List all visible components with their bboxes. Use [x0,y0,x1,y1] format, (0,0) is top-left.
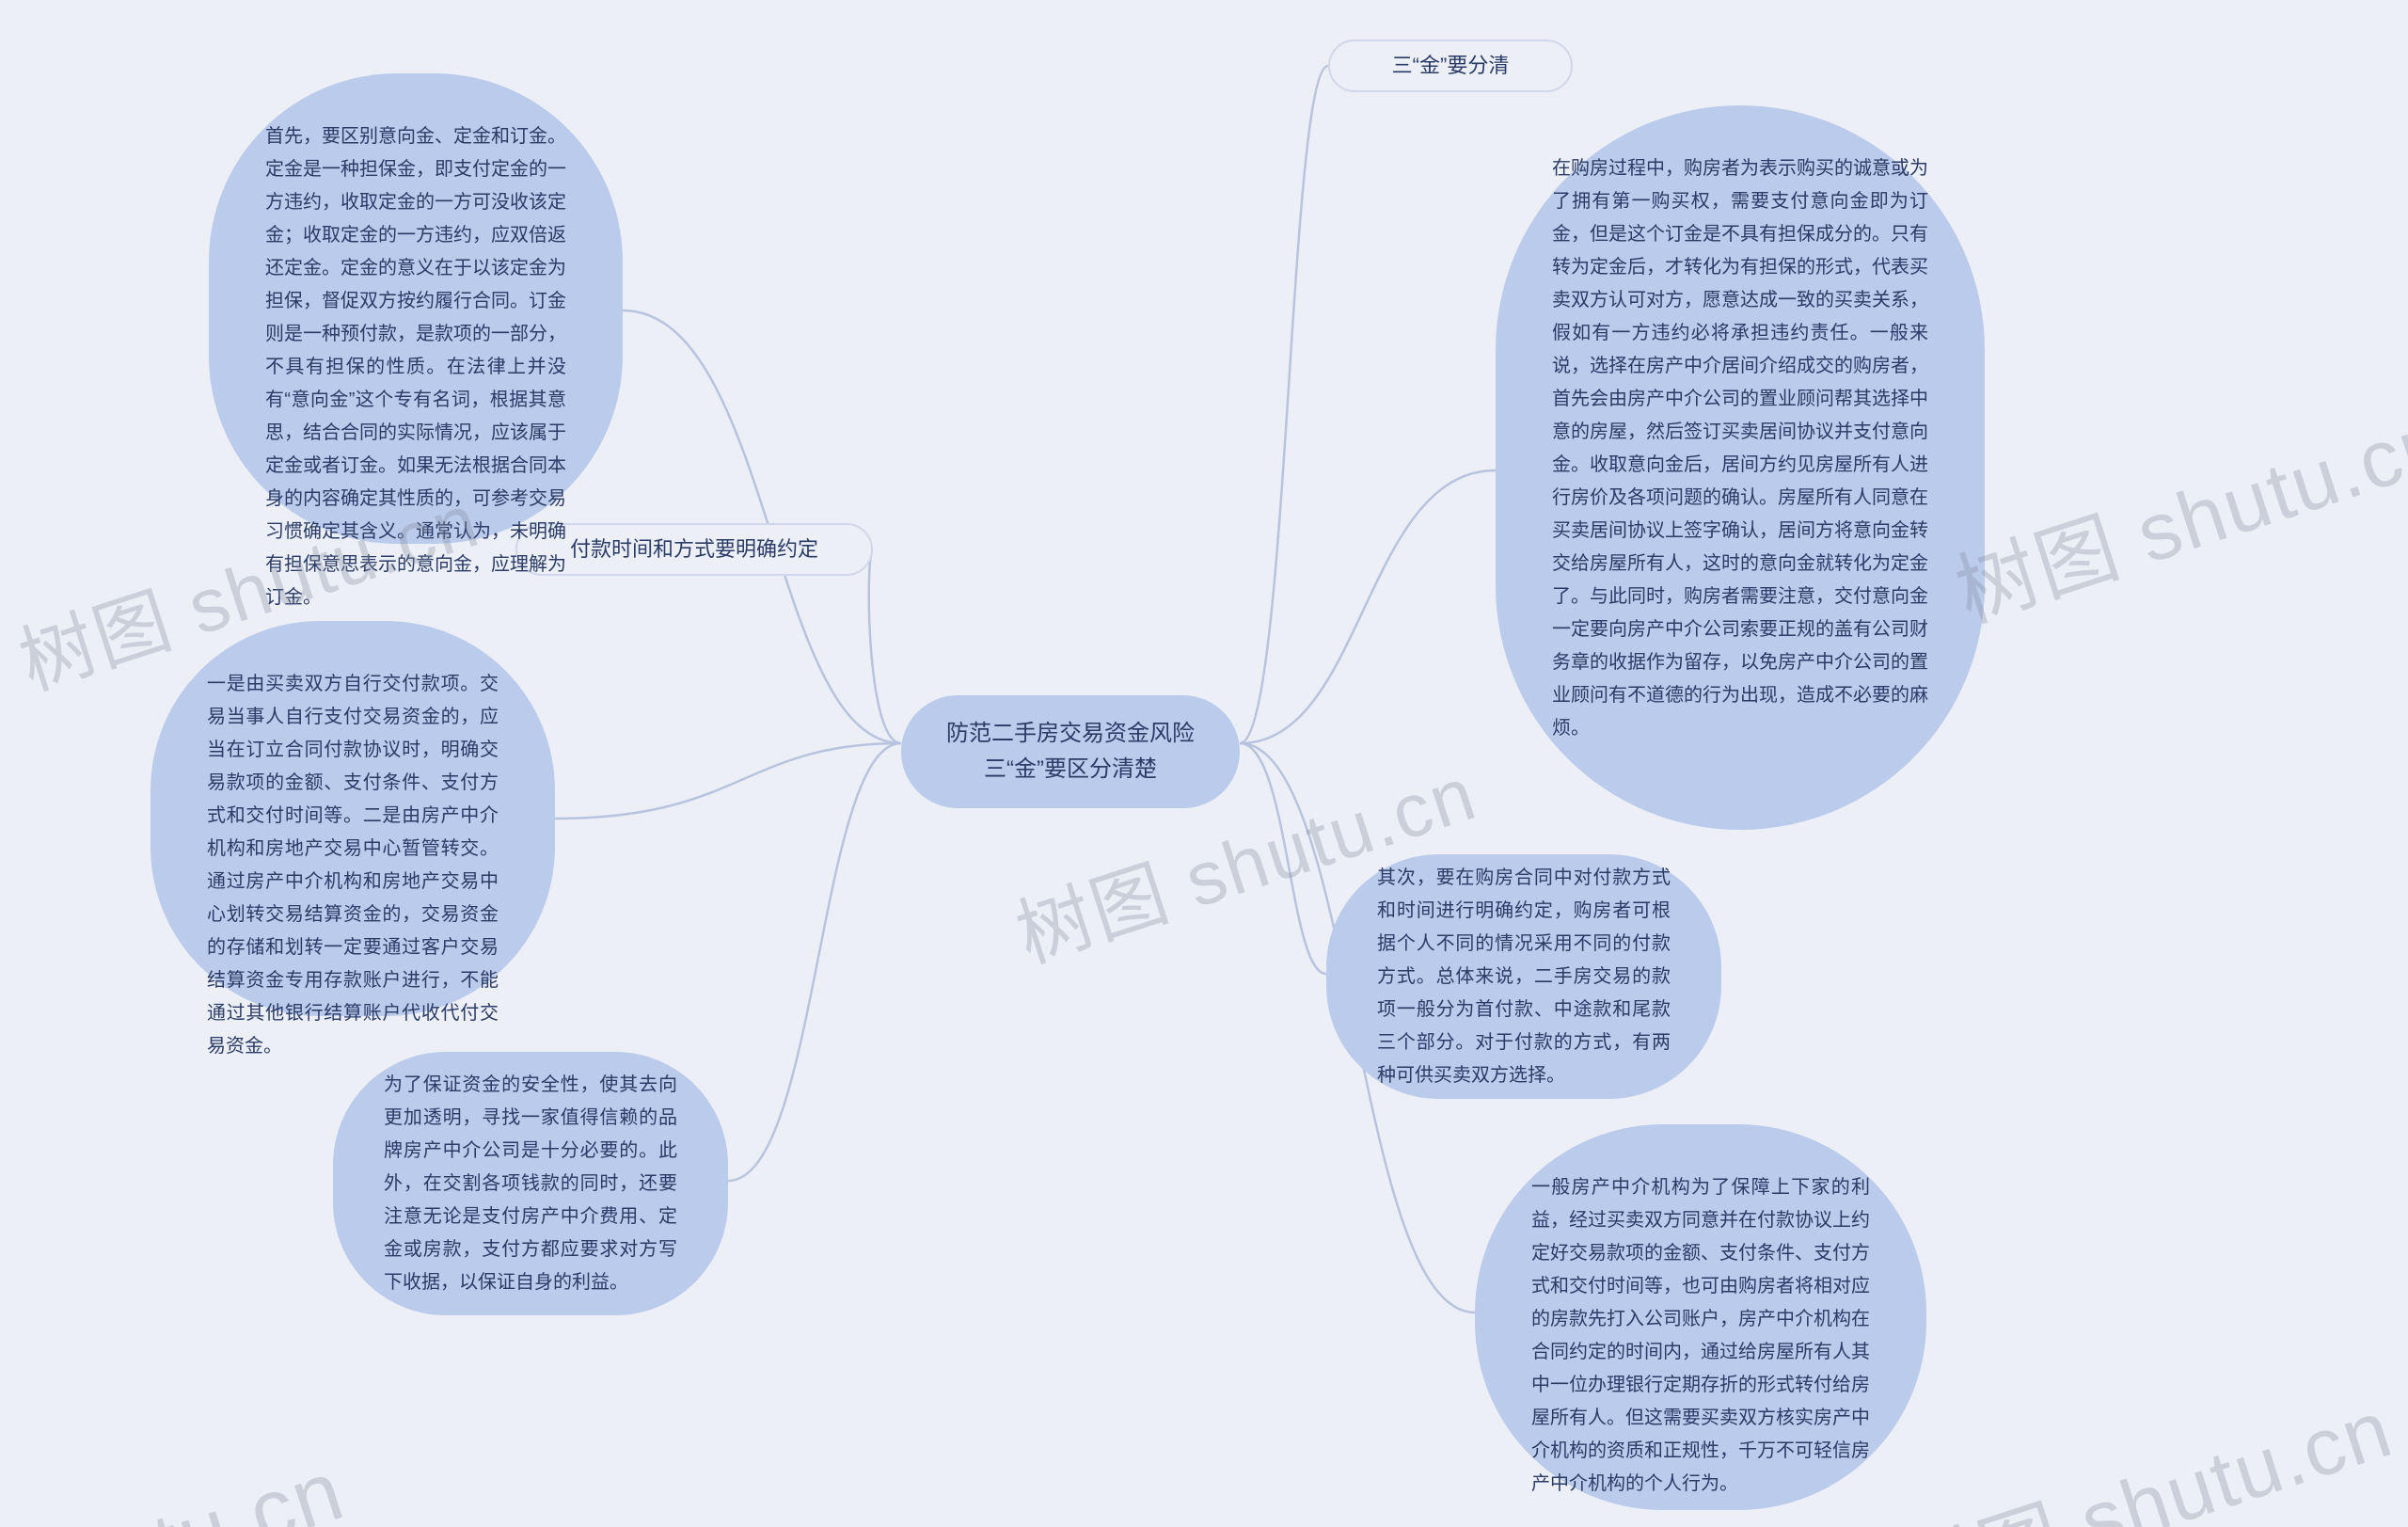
edge [1240,66,1328,743]
node-r1[interactable]: 在购房过程中，购房者为表示购买的诚意或为了拥有第一购买权，需要支付意向金即为订金… [1496,105,1985,830]
node-r2[interactable]: 其次，要在购房合同中对付款方式和时间进行明确约定，购房者可根据个人不同的情况采用… [1326,854,1721,1099]
edge [1240,743,1326,974]
node-l2-text: 一是由买卖双方自行交付款项。交易当事人自行支付交易资金的，应当在订立合同付款协议… [207,668,499,1063]
node-r3[interactable]: 一般房产中介机构为了保障上下家的利益，经过买卖双方同意并在付款协议上约定好交易款… [1475,1124,1926,1510]
node-r3-text: 一般房产中介机构为了保障上下家的利益，经过买卖双方同意并在付款协议上约定好交易款… [1531,1171,1870,1501]
watermark: 树图 shutu.cn [1939,374,2408,644]
node-l3-text: 为了保证资金的安全性，使其去向更加透明，寻找一家值得信赖的品牌房产中介公司是十分… [384,1069,677,1299]
branch-label-left-text: 付款时间和方式要明确约定 [570,532,818,568]
node-l3[interactable]: 为了保证资金的安全性，使其去向更加透明，寻找一家值得信赖的品牌房产中介公司是十分… [333,1052,728,1315]
branch-label-right[interactable]: 三“金”要分清 [1328,40,1573,92]
branch-label-right-text: 三“金”要分清 [1392,48,1510,85]
node-l1[interactable]: 首先，要区别意向金、定金和订金。定金是一种担保金，即支付定金的一方违约，收取定金… [209,73,623,544]
center-title-line1: 防范二手房交易资金风险 [946,716,1195,752]
mindmap-canvas: 防范二手房交易资金风险 三“金”要区分清楚 三“金”要分清 在购房过程中，购房者… [0,0,2408,1527]
node-r2-text: 其次，要在购房合同中对付款方式和时间进行明确约定，购房者可根据个人不同的情况采用… [1377,862,1671,1092]
edge [1240,470,1496,743]
branch-label-left[interactable]: 付款时间和方式要明确约定 [515,523,873,576]
node-l1-text: 首先，要区别意向金、定金和订金。定金是一种担保金，即支付定金的一方违约，收取定金… [265,120,566,614]
edge [869,549,901,743]
watermark: 树图 shutu.cn [0,1422,356,1527]
watermark: 树图 shutu.cn [1882,1362,2404,1527]
node-r1-text: 在购房过程中，购房者为表示购买的诚意或为了拥有第一购买权，需要支付意向金即为订金… [1552,152,1928,745]
center-node[interactable]: 防范二手房交易资金风险 三“金”要区分清楚 [901,695,1240,808]
center-title-line2: 三“金”要区分清楚 [946,752,1195,787]
edge [555,743,901,819]
edge [728,743,901,1181]
node-l2[interactable]: 一是由买卖双方自行交付款项。交易当事人自行支付交易资金的，应当在订立合同付款协议… [150,621,555,1016]
